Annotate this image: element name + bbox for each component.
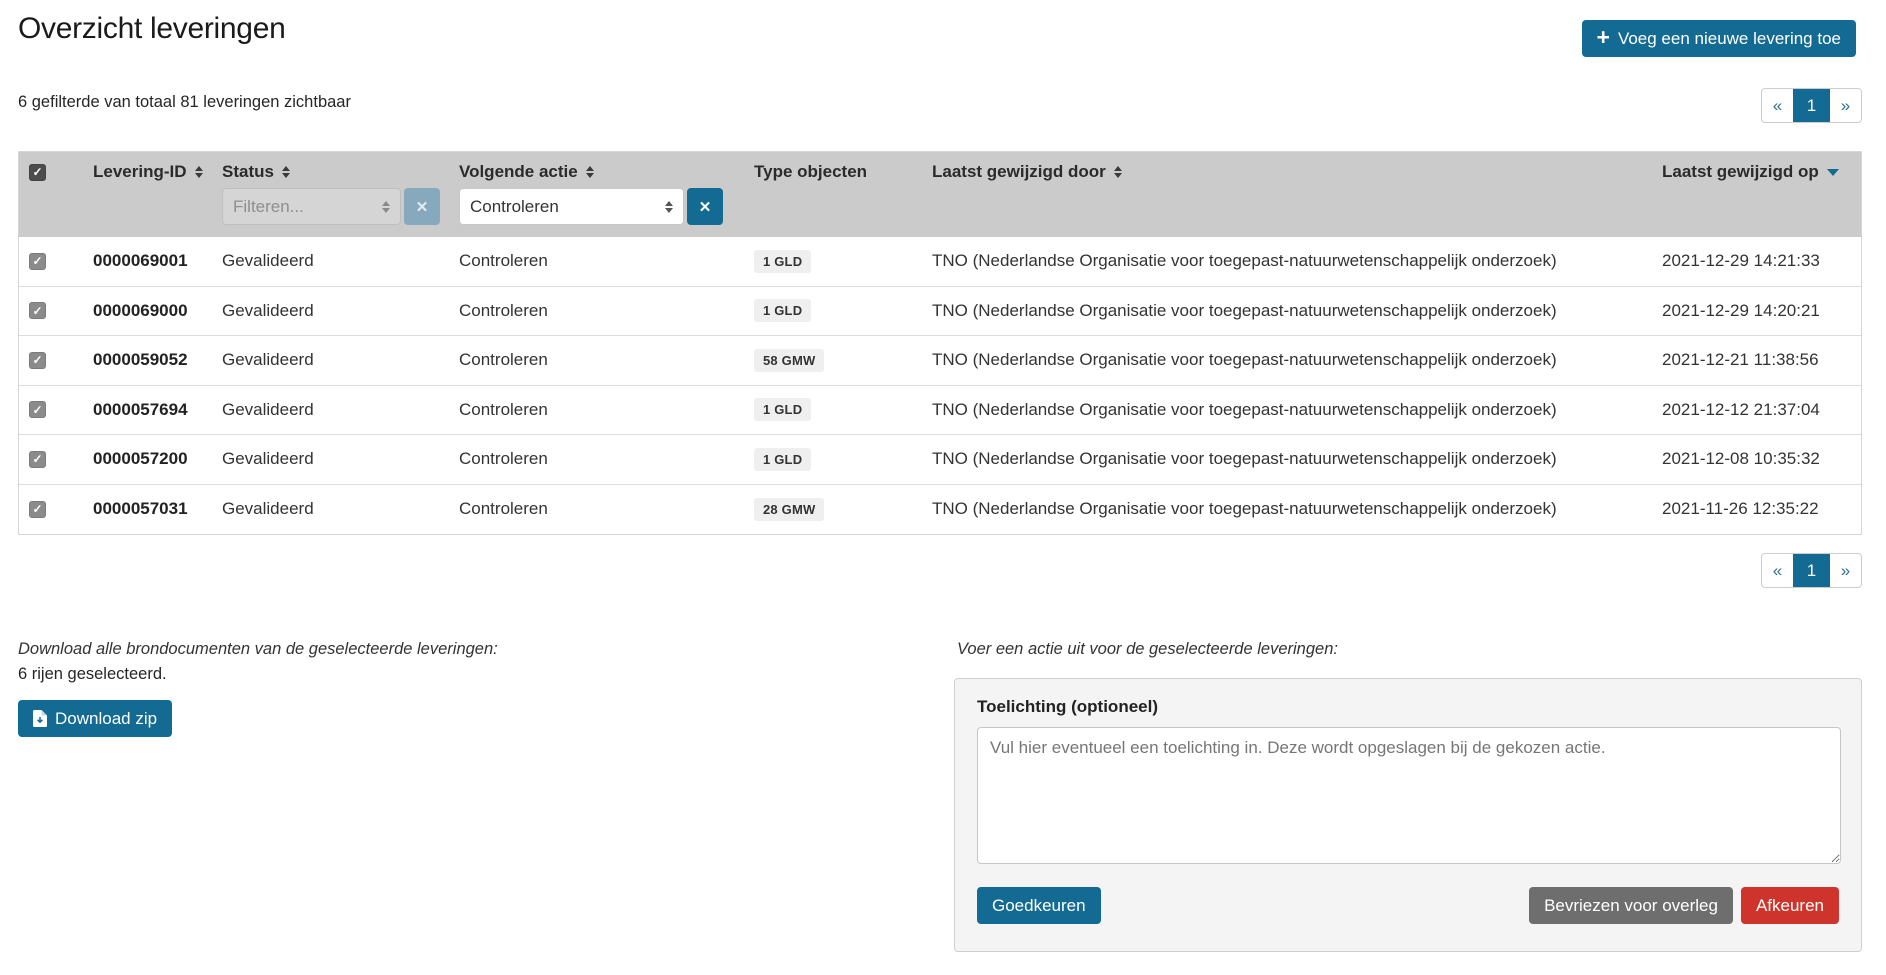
column-header-volgende-actie[interactable]: Volgende actie — [451, 162, 746, 182]
page-title: Overzicht leveringen — [18, 12, 286, 45]
pagination-prev[interactable]: « — [1772, 560, 1783, 580]
modified-on-cell: 2021-12-21 11:38:56 — [1662, 350, 1819, 370]
next-action-cell: Controleren — [459, 300, 548, 320]
plus-icon: + — [1596, 24, 1610, 50]
filter-summary: 6 gefilterde van totaal 81 leveringen zi… — [18, 93, 351, 111]
column-header-laatst-gewijzigd-op[interactable]: Laatst gewijzigd op — [1654, 162, 1863, 182]
action-filter-clear-button[interactable]: ✕ — [687, 188, 723, 225]
next-action-cell: Controleren — [459, 350, 548, 370]
modified-on-cell: 2021-12-29 14:21:33 — [1662, 251, 1820, 271]
pagination-prev[interactable]: « — [1772, 95, 1783, 115]
next-action-cell: Controleren — [459, 499, 548, 519]
selected-rows-count: 6 rijen geselecteerd. — [18, 665, 167, 683]
pagination-page-1[interactable]: 1 — [1793, 554, 1830, 587]
row-checkbox[interactable]: ✓ — [29, 351, 46, 369]
sort-icon — [194, 166, 203, 178]
row-checkbox[interactable]: ✓ — [29, 302, 46, 320]
column-header-laatst-gewijzigd-door[interactable]: Laatst gewijzigd door — [924, 162, 1654, 182]
download-instruction: Download alle brondocumenten van de gese… — [18, 640, 498, 658]
add-delivery-button-label: Voeg een nieuwe levering toe — [1617, 28, 1841, 48]
sort-desc-icon — [1826, 168, 1839, 176]
select-arrows-icon — [382, 200, 390, 213]
status-cell: Gevalideerd — [222, 300, 314, 320]
table-row: ✓ 0000069000 Gevalideerd Controleren 1 GLD TN… — [19, 286, 1861, 336]
select-all-checkbox[interactable]: ✓ — [29, 163, 46, 181]
status-filter-select[interactable]: Filteren... — [222, 188, 401, 225]
modified-on-cell: 2021-12-29 14:20:21 — [1662, 300, 1820, 320]
pagination-next[interactable]: » — [1840, 560, 1851, 580]
download-zip-button[interactable]: Download zip — [18, 700, 173, 737]
modified-by-cell: TNO (Nederlandse Organisatie voor toegep… — [932, 449, 1557, 469]
freeze-button[interactable]: Bevriezen voor overleg — [1529, 887, 1733, 924]
modified-on-cell: 2021-12-12 21:37:04 — [1662, 399, 1820, 419]
column-header-status[interactable]: Status — [214, 162, 451, 182]
type-objects-badge: 1 GLD — [754, 299, 812, 323]
clear-icon: ✕ — [698, 198, 712, 216]
levering-id-cell[interactable]: 0000057031 — [93, 499, 188, 519]
levering-id-cell[interactable]: 0000057694 — [93, 399, 188, 419]
status-filter-clear-button: ✕ — [404, 188, 440, 225]
modified-by-cell: TNO (Nederlandse Organisatie voor toegep… — [932, 251, 1557, 271]
modified-by-cell: TNO (Nederlandse Organisatie voor toegep… — [932, 499, 1557, 519]
action-filter-select[interactable]: Controleren — [459, 188, 684, 225]
status-cell: Gevalideerd — [222, 350, 314, 370]
next-action-cell: Controleren — [459, 251, 548, 271]
pagination-top: « 1 » — [1761, 88, 1862, 123]
table-header: ✓ Levering-ID Status Volgende actie Type… — [19, 152, 1861, 237]
column-header-levering-id[interactable]: Levering-ID — [81, 162, 214, 182]
note-label: Toelichting (optioneel) — [977, 697, 1158, 716]
modified-by-cell: TNO (Nederlandse Organisatie voor toegep… — [932, 399, 1557, 419]
modified-on-cell: 2021-12-08 10:35:32 — [1662, 449, 1820, 469]
action-panel: Toelichting (optioneel) Goedkeuren Bevri… — [954, 678, 1862, 952]
table-row: ✓ 0000057694 Gevalideerd Controleren 1 GLD TN… — [19, 385, 1861, 435]
select-arrows-icon — [665, 200, 673, 213]
reject-button[interactable]: Afkeuren — [1740, 887, 1839, 924]
status-cell: Gevalideerd — [222, 399, 314, 419]
type-objects-badge: 1 GLD — [754, 398, 812, 422]
file-download-icon — [33, 710, 47, 727]
row-checkbox[interactable]: ✓ — [29, 252, 46, 270]
sort-icon — [585, 166, 594, 178]
add-delivery-button[interactable]: + Voeg een nieuwe levering toe — [1581, 20, 1856, 57]
table-row: ✓ 0000069001 Gevalideerd Controleren 1 GLD TN… — [19, 237, 1861, 287]
table-row: ✓ 0000057031 Gevalideerd Controleren 28 GMW T… — [19, 484, 1861, 534]
table-row: ✓ 0000059052 Gevalideerd Controleren 58 GMW T… — [19, 336, 1861, 386]
levering-id-cell[interactable]: 0000069001 — [93, 251, 188, 271]
row-checkbox[interactable]: ✓ — [29, 401, 46, 419]
status-cell: Gevalideerd — [222, 499, 314, 519]
levering-id-cell[interactable]: 0000059052 — [93, 350, 188, 370]
approve-button[interactable]: Goedkeuren — [977, 887, 1101, 924]
status-cell: Gevalideerd — [222, 251, 314, 271]
table-body: ✓ 0000069001 Gevalideerd Controleren 1 GLD TN… — [19, 237, 1861, 534]
modified-by-cell: TNO (Nederlandse Organisatie voor toegep… — [932, 300, 1557, 320]
deliveries-table: ✓ Levering-ID Status Volgende actie Type… — [18, 151, 1862, 535]
pagination-bottom: « 1 » — [1761, 553, 1862, 588]
pagination-next[interactable]: » — [1840, 95, 1851, 115]
next-action-cell: Controleren — [459, 399, 548, 419]
modified-by-cell: TNO (Nederlandse Organisatie voor toegep… — [932, 350, 1557, 370]
pagination-page-1[interactable]: 1 — [1793, 89, 1830, 122]
type-objects-badge: 58 GMW — [754, 348, 825, 372]
status-cell: Gevalideerd — [222, 449, 314, 469]
download-zip-label: Download zip — [55, 708, 158, 728]
column-header-type-objecten: Type objecten — [754, 162, 868, 181]
type-objects-badge: 1 GLD — [754, 447, 812, 471]
row-checkbox[interactable]: ✓ — [29, 500, 46, 518]
table-row: ✓ 0000057200 Gevalideerd Controleren 1 GLD TN… — [19, 435, 1861, 485]
sort-icon — [281, 166, 290, 178]
levering-id-cell[interactable]: 0000057200 — [93, 449, 188, 469]
type-objects-badge: 28 GMW — [754, 497, 825, 521]
action-instruction: Voer een actie uit voor de geselecteerde… — [957, 640, 1338, 658]
type-objects-badge: 1 GLD — [754, 249, 812, 273]
note-textarea[interactable] — [977, 727, 1841, 864]
next-action-cell: Controleren — [459, 449, 548, 469]
sort-icon — [1113, 166, 1122, 178]
row-checkbox[interactable]: ✓ — [29, 450, 46, 468]
levering-id-cell[interactable]: 0000069000 — [93, 300, 188, 320]
clear-icon: ✕ — [415, 198, 429, 216]
modified-on-cell: 2021-11-26 12:35:22 — [1662, 499, 1819, 519]
